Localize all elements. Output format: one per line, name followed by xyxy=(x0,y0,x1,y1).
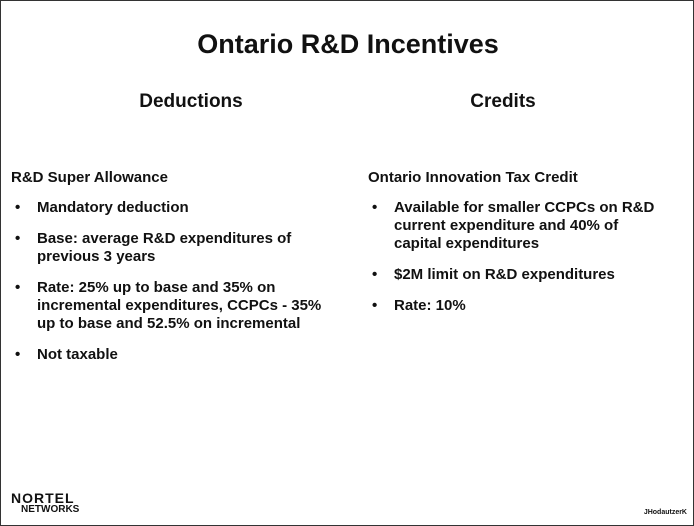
bullet: Not taxable xyxy=(11,346,341,364)
bullet: Mandatory deduction xyxy=(11,199,341,217)
column-heading: Credits xyxy=(470,91,536,112)
bullet: Available for smaller CCPCs on R&D curre… xyxy=(368,199,658,253)
column: Credits Ontario Innovation Tax Credit Av… xyxy=(368,91,683,315)
bullet: Rate: 25% up to base and 35% on incremen… xyxy=(11,279,341,333)
column-subheading: R&D Super Allowance xyxy=(11,169,168,186)
column-subheading: Ontario Innovation Tax Credit xyxy=(368,169,578,186)
footer-note: JHodautzerK xyxy=(643,509,687,516)
bullet-list: Mandatory deduction Base: average R&D exp… xyxy=(11,199,341,377)
bullet: $2M limit on R&D expenditures xyxy=(368,266,658,284)
bullet: Base: average R&D expenditures of previo… xyxy=(11,230,341,266)
bullet: Rate: 10% xyxy=(368,297,658,315)
bullet-list: Available for smaller CCPCs on R&D curre… xyxy=(368,199,658,328)
slide-title: Ontario R&D Incentives xyxy=(197,29,499,59)
column: Deductions R&D Super Allowance Mandatory… xyxy=(11,91,341,364)
logo: NORTEL NETWORKS xyxy=(11,490,80,515)
logo-text: NETWORKS xyxy=(21,504,80,515)
column-heading: Deductions xyxy=(139,91,243,112)
logo-text: NORTEL xyxy=(11,490,75,506)
